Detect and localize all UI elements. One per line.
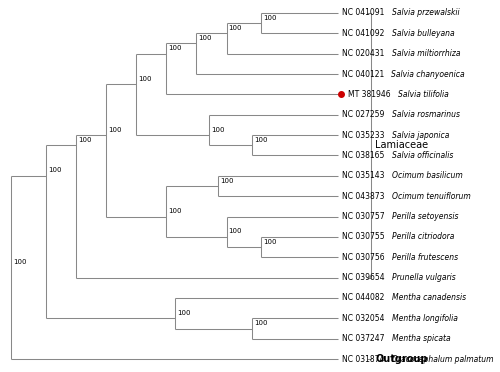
Text: Salvia bulleyana: Salvia bulleyana: [392, 29, 454, 38]
Text: 100: 100: [212, 126, 225, 133]
Text: Salvia rosmarinus: Salvia rosmarinus: [392, 110, 460, 119]
Text: 100: 100: [168, 45, 182, 51]
Text: NC 039654: NC 039654: [342, 273, 387, 282]
Text: Salvia japonica: Salvia japonica: [392, 131, 449, 140]
Text: 100: 100: [263, 238, 276, 245]
Text: NC 041092: NC 041092: [342, 29, 386, 38]
Text: NC 044082: NC 044082: [342, 294, 386, 302]
Text: 100: 100: [220, 177, 234, 183]
Text: Perilla setoyensis: Perilla setoyensis: [392, 212, 458, 221]
Text: NC 030755: NC 030755: [342, 232, 387, 241]
Text: 100: 100: [108, 126, 122, 133]
Text: NC 035143: NC 035143: [342, 171, 387, 180]
Text: NC 032054: NC 032054: [342, 314, 387, 323]
Text: NC 035233: NC 035233: [342, 131, 387, 140]
Text: 100: 100: [177, 310, 190, 316]
Text: 100: 100: [228, 25, 242, 31]
Text: Mentha longifolia: Mentha longifolia: [392, 314, 458, 323]
Text: 100: 100: [198, 35, 212, 41]
Text: 100: 100: [138, 76, 152, 82]
Text: Salvia officinalis: Salvia officinalis: [392, 151, 453, 160]
Text: 100: 100: [78, 137, 92, 143]
Text: Outgroup: Outgroup: [375, 354, 428, 364]
Text: Mentha spicata: Mentha spicata: [392, 334, 450, 343]
Text: NC 027259: NC 027259: [342, 110, 386, 119]
Text: Ocimum tenuiflorum: Ocimum tenuiflorum: [392, 192, 470, 201]
Text: NC 037247: NC 037247: [342, 334, 387, 343]
Text: Dracocephalum palmatum: Dracocephalum palmatum: [392, 355, 493, 363]
Text: Perilla frutescens: Perilla frutescens: [392, 253, 458, 262]
Text: Prunella vulgaris: Prunella vulgaris: [392, 273, 456, 282]
Text: 100: 100: [168, 208, 182, 214]
Text: Salvia chanyoenica: Salvia chanyoenica: [392, 70, 465, 78]
Text: NC 030756: NC 030756: [342, 253, 387, 262]
Text: NC 040121: NC 040121: [342, 70, 386, 78]
Text: 100: 100: [48, 167, 62, 173]
Text: NC 031874: NC 031874: [342, 355, 386, 363]
Text: NC 030757: NC 030757: [342, 212, 387, 221]
Text: NC 041091: NC 041091: [342, 9, 386, 17]
Text: Salvia przewalskii: Salvia przewalskii: [392, 9, 459, 17]
Text: Ocimum basilicum: Ocimum basilicum: [392, 171, 462, 180]
Text: Mentha canadensis: Mentha canadensis: [392, 294, 466, 302]
Text: NC 020431: NC 020431: [342, 49, 386, 58]
Text: Salvia miltiorrhiza: Salvia miltiorrhiza: [392, 49, 460, 58]
Text: NC 038165: NC 038165: [342, 151, 386, 160]
Text: Perilla citriodora: Perilla citriodora: [392, 232, 454, 241]
Text: 100: 100: [254, 137, 268, 143]
Text: 100: 100: [254, 320, 268, 326]
Text: 100: 100: [228, 228, 242, 234]
Text: Lamiaceae: Lamiaceae: [375, 140, 428, 150]
Text: MT 381946: MT 381946: [348, 90, 393, 99]
Text: 100: 100: [14, 259, 27, 265]
Text: Salvia tilifolia: Salvia tilifolia: [398, 90, 448, 99]
Text: NC 043873: NC 043873: [342, 192, 387, 201]
Text: 100: 100: [263, 15, 276, 21]
